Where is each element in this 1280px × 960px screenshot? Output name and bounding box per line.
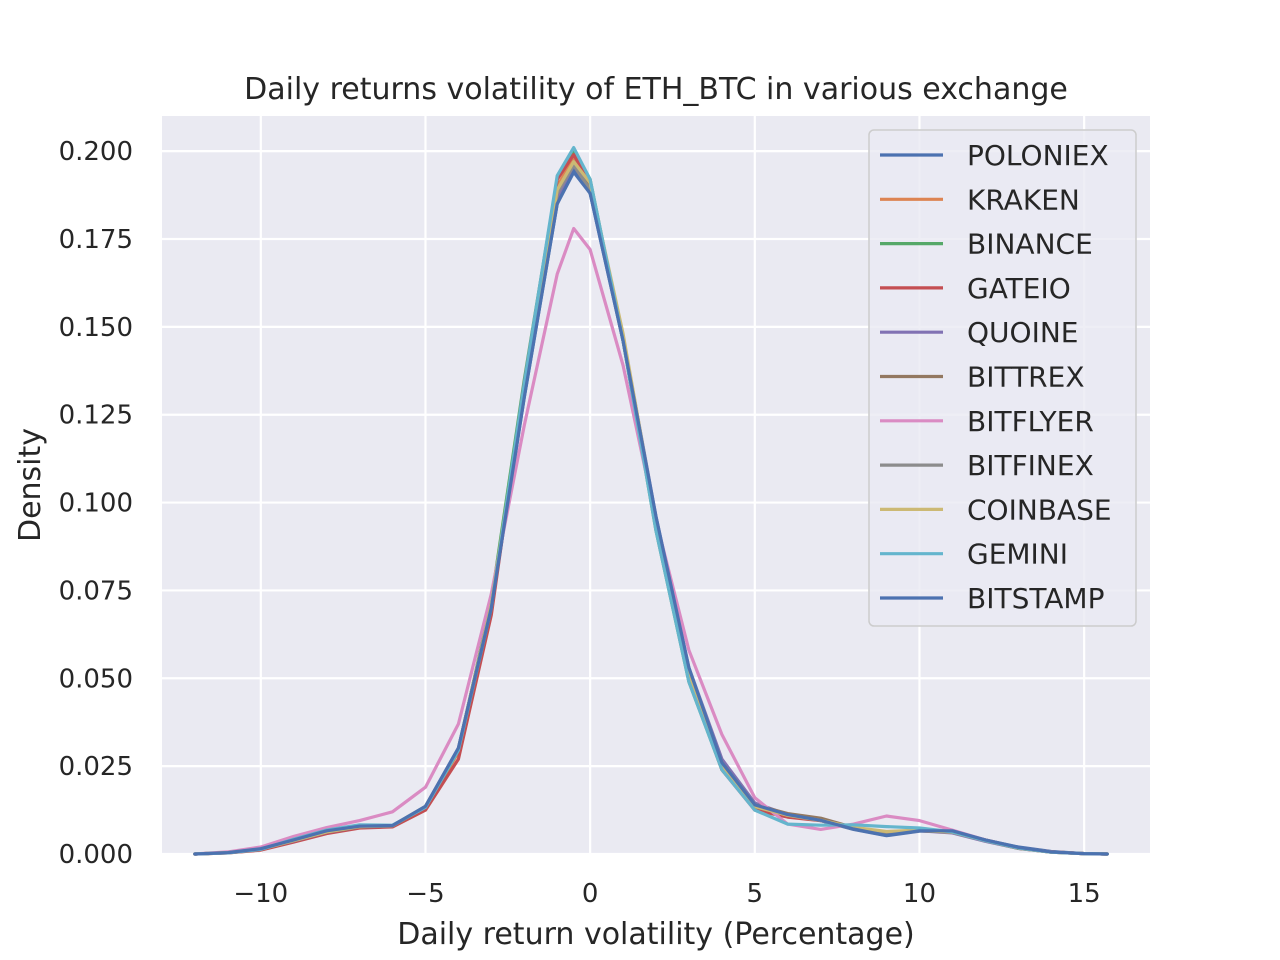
y-tick-label: 0.025 [59,752,133,782]
legend-label-coinbase: COINBASE [967,493,1112,526]
legend-label-gateio: GATEIO [967,272,1071,305]
y-tick-label: 0.000 [59,840,133,870]
x-tick-label: 15 [1068,879,1101,909]
x-tick-label: 0 [582,879,599,909]
series-line-bitstamp [193,170,1109,856]
legend-label-poloniex: POLONIEX [967,139,1109,172]
legend-label-bittrex: BITTREX [967,361,1085,394]
legend-label-bitfinex: BITFINEX [967,449,1094,482]
x-axis-label: Daily return volatility (Percentage) [397,917,915,952]
x-tick-label: 5 [747,879,764,909]
legend-box [868,129,1137,627]
x-tick-label: −5 [406,879,444,909]
y-tick-label: 0.075 [59,576,133,606]
legend-label-bitstamp: BITSTAMP [967,582,1104,615]
y-tick-label: 0.100 [59,489,133,519]
legend-label-binance: BINANCE [967,228,1093,261]
y-tick-label: 0.150 [59,313,133,343]
y-axis-label: Density [13,428,48,542]
legend-label-kraken: KRAKEN [967,183,1080,216]
y-tick-label: 0.050 [59,664,133,694]
series-lines [193,146,1109,856]
legend: POLONIEX KRAKEN BINANCE GATEIO QUOINE BITTREX… [868,129,1137,627]
tick-labels: −10 −5 0 5 10 15 0.000 0.025 0.050 0.075 0.100 0.12… [59,137,1101,909]
chart-title: Daily returns volatility of ETH_BTC in v… [244,72,1068,107]
y-tick-label: 0.175 [59,225,133,255]
legend-label-bitflyer: BITFLYER [967,405,1094,438]
legend-label-quoine: QUOINE [967,316,1078,349]
y-tick-label: 0.200 [59,137,133,167]
legend-label-gemini: GEMINI [967,538,1068,571]
x-tick-label: 10 [903,879,936,909]
x-tick-label: −10 [233,879,288,909]
y-tick-label: 0.125 [59,401,133,431]
